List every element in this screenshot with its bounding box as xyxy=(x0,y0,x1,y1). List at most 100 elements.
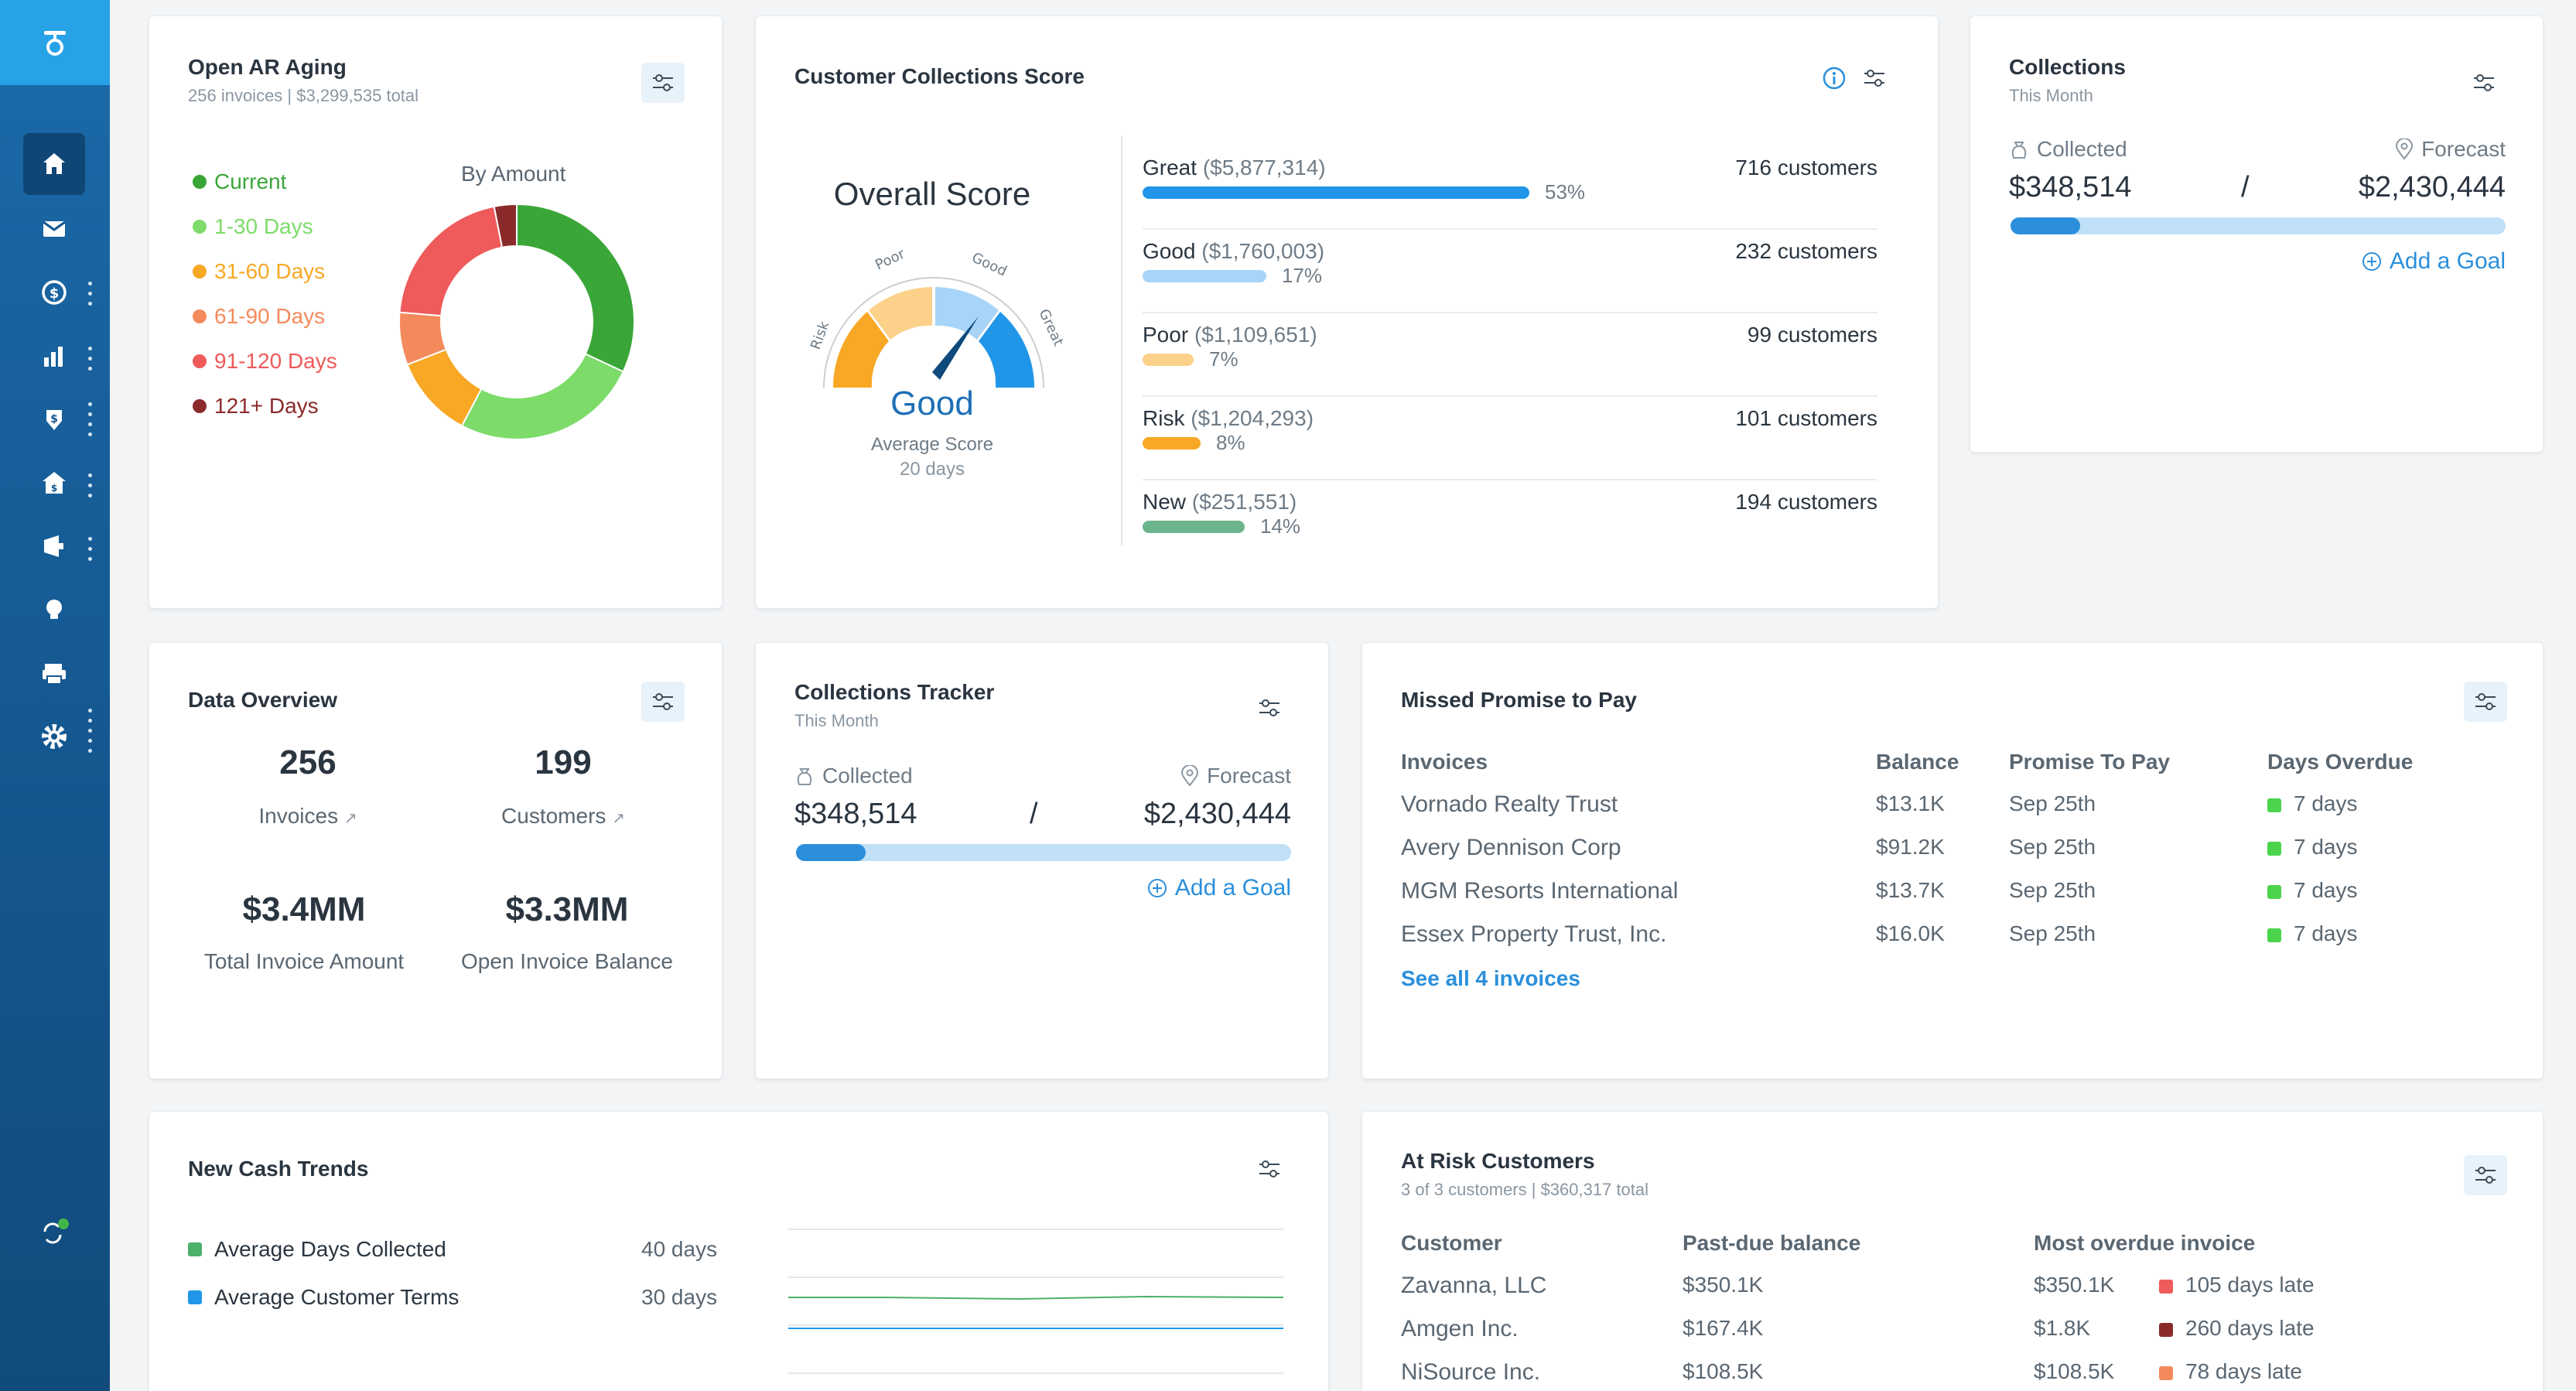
legend-item[interactable]: 31-60 Days xyxy=(193,259,325,284)
score-name: New xyxy=(1143,490,1187,514)
legend-swatch xyxy=(188,1242,202,1256)
invoice-customer-link[interactable]: Essex Property Trust, Inc. xyxy=(1401,921,1667,947)
col-header-most-overdue[interactable]: Most overdue invoice xyxy=(2034,1231,2256,1255)
collections-tracker-card: Collections Tracker This Month Collected… xyxy=(755,642,1329,1079)
score-row-good[interactable]: Good ($1,760,003) 232 customers 17% xyxy=(1143,230,1877,313)
lightbulb-icon[interactable] xyxy=(23,579,85,641)
gear-icon[interactable] xyxy=(23,706,85,767)
filter-button[interactable] xyxy=(1251,1150,1288,1188)
more-icon[interactable] xyxy=(88,709,93,753)
megaphone-icon[interactable] xyxy=(23,515,85,577)
past-due-balance: $167.4K xyxy=(1683,1316,1764,1340)
col-header-promise[interactable]: Promise To Pay xyxy=(2009,750,2171,774)
mail-icon[interactable] xyxy=(23,198,85,260)
more-icon[interactable] xyxy=(88,402,93,436)
legend-item[interactable]: 1-30 Days xyxy=(193,214,313,239)
card-subtitle: This Month xyxy=(794,711,879,730)
home-icon[interactable] xyxy=(23,133,85,195)
invoice-balance: $13.1K xyxy=(1876,791,1945,815)
col-header-past-due[interactable]: Past-due balance xyxy=(1683,1231,1861,1255)
most-overdue-amount: $1.8K xyxy=(2034,1316,2091,1340)
filter-button[interactable] xyxy=(1856,60,1893,97)
col-header-overdue[interactable]: Days Overdue xyxy=(2267,750,2414,774)
score-bar xyxy=(1143,521,1245,533)
risk-customer-link[interactable]: Zavanna, LLC xyxy=(1401,1273,1547,1298)
sliders-icon xyxy=(653,693,673,710)
customers-link[interactable]: Customers ↗ xyxy=(459,804,668,829)
filter-button[interactable] xyxy=(1251,689,1288,726)
score-percent: 8% xyxy=(1216,431,1245,454)
status-square xyxy=(2267,798,2281,812)
card-title: Missed Promise to Pay xyxy=(1401,688,1638,712)
printer-icon[interactable] xyxy=(23,642,85,704)
sliders-icon xyxy=(1259,1160,1279,1177)
filter-button[interactable] xyxy=(641,63,685,103)
legend-dot xyxy=(193,354,207,368)
filter-button[interactable] xyxy=(2464,682,2507,722)
building-dollar-icon[interactable]: $ xyxy=(23,452,85,514)
sync-icon[interactable] xyxy=(23,1202,85,1264)
invoices-link[interactable]: Invoices ↗ xyxy=(203,804,412,829)
legend-label: 91-120 Days xyxy=(214,349,337,373)
risk-customer-link[interactable]: NiSource Inc. xyxy=(1401,1359,1541,1385)
bar-chart-icon[interactable] xyxy=(23,325,85,387)
svg-text:Risk: Risk xyxy=(808,319,833,352)
card-subtitle: This Month xyxy=(2009,86,2093,105)
add-goal-link[interactable]: Add a Goal xyxy=(2362,248,2506,275)
see-all-link[interactable]: See all 4 invoices xyxy=(1401,966,1580,990)
donut-slice-current[interactable] xyxy=(516,203,635,373)
legend-item[interactable]: 121+ Days xyxy=(193,394,319,419)
collections-progress xyxy=(2011,217,2506,234)
app-logo[interactable] xyxy=(0,0,110,85)
filter-button[interactable] xyxy=(2464,1155,2507,1195)
legend-swatch xyxy=(188,1290,202,1304)
legend-item[interactable]: Current xyxy=(193,169,286,194)
progress-fill xyxy=(2011,217,2080,234)
legend-item[interactable]: 91-120 Days xyxy=(193,349,337,374)
score-row-new[interactable]: New ($251,551) 194 customers 14% xyxy=(1143,480,1877,564)
donut-slice-1-30-days[interactable] xyxy=(460,353,625,440)
collected-label-text: Collected xyxy=(822,764,913,788)
score-label: Great ($5,877,314) xyxy=(1143,156,1326,180)
download-dollar-icon[interactable]: $ xyxy=(23,388,85,450)
filter-button[interactable] xyxy=(2465,64,2503,101)
legend-label: Current xyxy=(214,169,287,193)
forecast-label: Forecast xyxy=(2395,137,2506,162)
risk-customer-link[interactable]: Amgen Inc. xyxy=(1401,1316,1519,1341)
promise-date: Sep 25th xyxy=(2009,921,2096,945)
more-icon[interactable] xyxy=(88,347,93,371)
invoice-customer-link[interactable]: MGM Resorts International xyxy=(1401,878,1679,904)
score-row-great[interactable]: Great ($5,877,314) 716 customers 53% xyxy=(1143,146,1877,230)
donut-slice-91-120-days[interactable] xyxy=(398,205,504,317)
chart-label: By Amount xyxy=(461,162,566,186)
score-row-poor[interactable]: Poor ($1,109,651) 99 customers 7% xyxy=(1143,313,1877,397)
more-icon[interactable] xyxy=(88,282,93,306)
legend-avg-terms: Average Customer Terms xyxy=(188,1285,459,1310)
col-header-balance[interactable]: Balance xyxy=(1876,750,1959,774)
score-amount: ($1,204,293) xyxy=(1191,406,1314,430)
add-goal-link[interactable]: Add a Goal xyxy=(1147,875,1291,901)
donut-slice-121-days[interactable] xyxy=(493,203,518,249)
cash-trends-card: New Cash Trends Average Days Collected 4… xyxy=(149,1111,1329,1391)
card-title: Collections xyxy=(2009,55,2126,79)
more-icon[interactable] xyxy=(88,473,93,497)
invoice-customer-link[interactable]: Avery Dennison Corp xyxy=(1401,835,1621,860)
invoice-customer-link[interactable]: Vornado Realty Trust xyxy=(1401,791,1618,817)
more-icon[interactable] xyxy=(88,537,93,561)
svg-text:Poor: Poor xyxy=(873,245,907,273)
col-header-customer[interactable]: Customer xyxy=(1401,1231,1502,1255)
col-header-invoices[interactable]: Invoices xyxy=(1401,750,1488,774)
logo-icon xyxy=(44,31,66,56)
money-bag-icon xyxy=(2011,142,2027,159)
score-row-risk[interactable]: Risk ($1,204,293) 101 customers 8% xyxy=(1143,397,1877,480)
card-title: At Risk Customers xyxy=(1401,1149,1595,1173)
collected-label: Collected xyxy=(2009,137,2127,162)
info-icon[interactable] xyxy=(1816,60,1853,97)
card-title: Collections Tracker xyxy=(794,680,995,704)
score-customers: 101 customers xyxy=(1735,406,1877,430)
invoices-label: Invoices xyxy=(258,804,339,828)
legend-item[interactable]: 61-90 Days xyxy=(193,304,325,329)
dollar-cycle-icon[interactable]: $ xyxy=(23,261,85,323)
score-percent: 7% xyxy=(1209,347,1238,371)
filter-button[interactable] xyxy=(641,682,685,722)
